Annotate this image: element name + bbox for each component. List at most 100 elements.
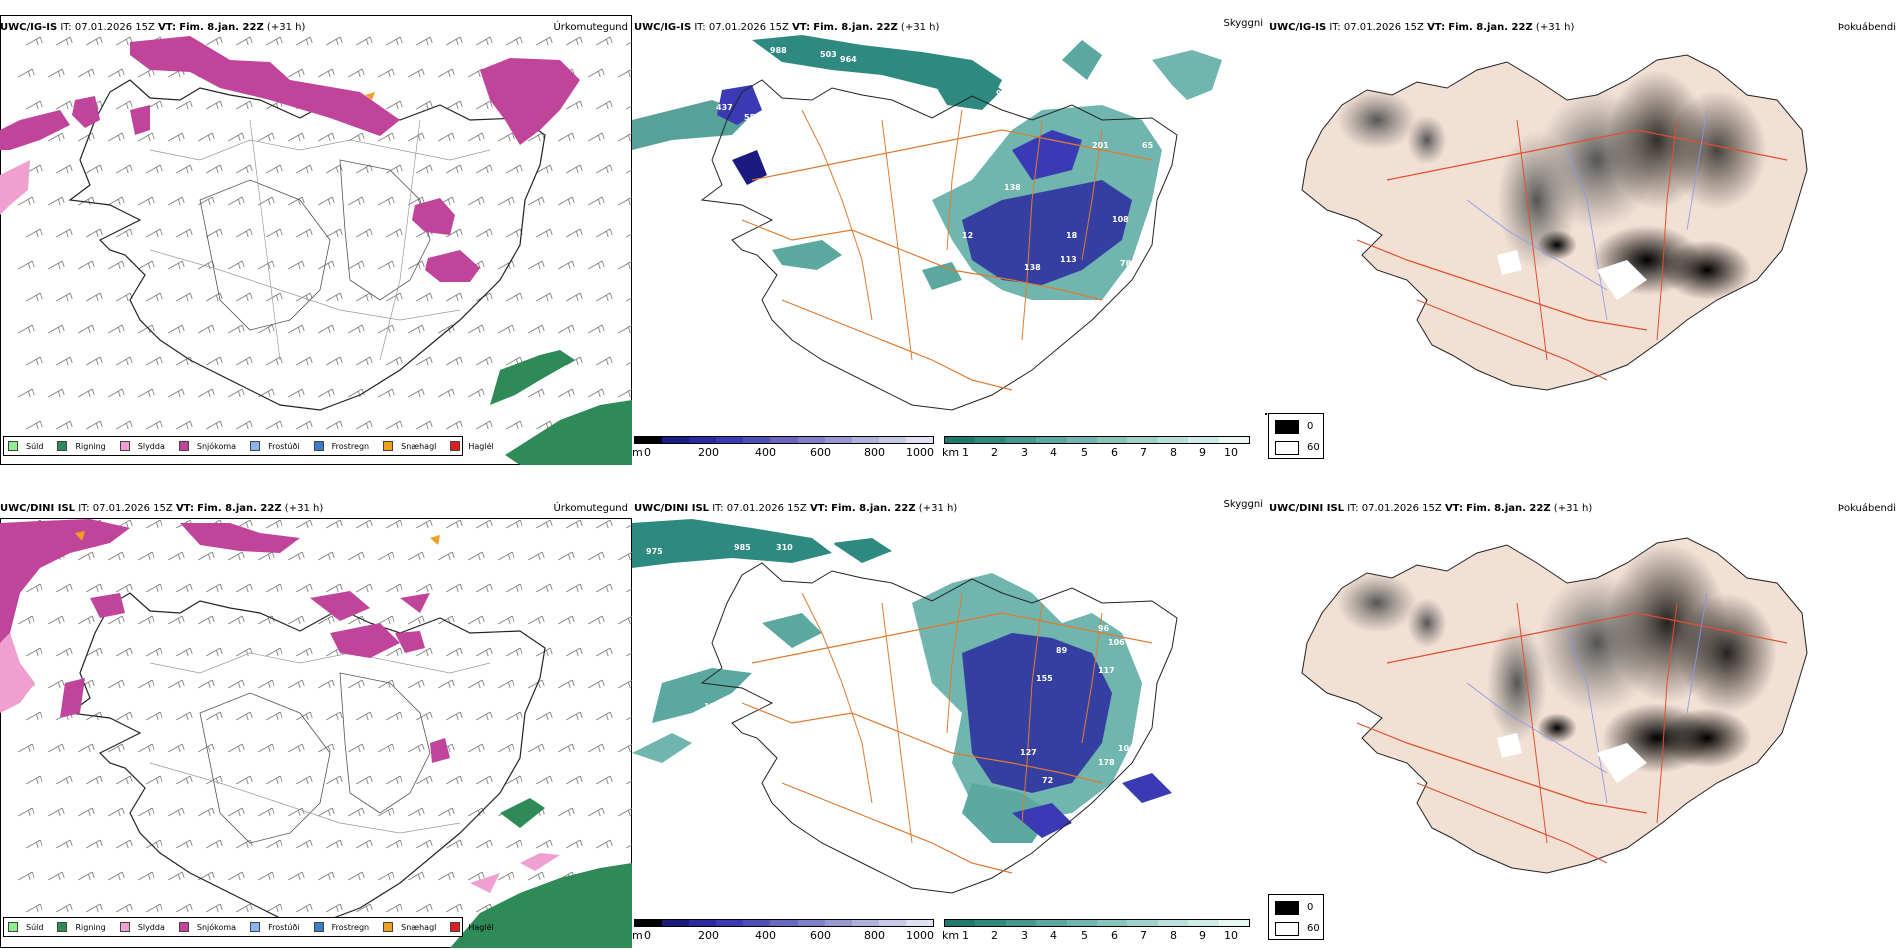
wind-barb: [288, 679, 305, 689]
wind-barb: [108, 743, 125, 753]
wind-barb: [618, 196, 632, 206]
wind-barb: [468, 679, 485, 689]
it-value: 07.01.2026 15Z: [726, 503, 807, 514]
wind-barb: [476, 100, 493, 110]
ceiling-tick: 800: [864, 446, 885, 459]
fog-swatch-white: [1275, 922, 1299, 936]
wind-barb: [438, 615, 455, 625]
wind-barb: [506, 711, 523, 721]
wind-barb: [386, 100, 403, 110]
wind-barb: [108, 551, 125, 561]
wind-barb: [566, 100, 583, 110]
visibility-tick: 2: [991, 446, 998, 459]
wind-barb: [138, 615, 155, 625]
wind-barb: [146, 356, 163, 366]
wind-barb: [288, 132, 305, 142]
ceiling-tick: 200: [698, 929, 719, 942]
wind-barb: [438, 551, 455, 561]
cloud-label: 503: [820, 50, 837, 59]
wind-barb: [18, 196, 35, 206]
wind-barb: [356, 519, 373, 529]
wind-barb: [168, 615, 185, 625]
legend-swatch: [383, 441, 394, 451]
lead-time: (+31 h): [284, 503, 324, 514]
wind-barb: [48, 132, 65, 142]
wind-barb: [176, 647, 193, 657]
wind-barb: [356, 292, 373, 302]
ceiling-unit: m: [632, 929, 643, 942]
wind-barb: [318, 871, 335, 881]
fog-indicator-panel-top: UWC/IG-IS IT: 07.01.2026 15Z VT: Fim. 8.…: [1267, 0, 1900, 410]
wind-barb: [468, 196, 485, 206]
fog-indicator-panel-bottom: UWC/DINI ISL IT: 07.01.2026 15Z VT: Fim.…: [1267, 483, 1900, 888]
it-label: IT:: [1347, 503, 1359, 514]
colorbar-swatch: [635, 437, 663, 443]
wind-barb: [348, 132, 365, 142]
wind-barb: [558, 260, 575, 270]
colorbar-swatch: [975, 920, 1006, 926]
wind-barb: [588, 679, 605, 689]
legend-swatch: [313, 922, 324, 932]
wind-barb: [626, 105, 632, 110]
wind-barb: [228, 807, 245, 817]
wind-barb: [506, 647, 523, 657]
wind-barb: [566, 839, 583, 849]
legend-swatch: [313, 441, 324, 451]
wind-barb: [416, 647, 433, 657]
colorbar-swatch: [1036, 920, 1067, 926]
cloud-label: 138: [1004, 183, 1021, 192]
wind-barb: [588, 807, 605, 817]
wind-barb: [296, 839, 313, 849]
wind-barb: [266, 839, 283, 849]
precip-type-legend: Súld Rigning Slydda Snjókoma Frostúði Fr…: [3, 436, 494, 456]
colorbar-swatch: [878, 920, 906, 926]
wind-barb: [528, 615, 545, 625]
wind-barb: [168, 132, 185, 142]
wind-barb: [138, 807, 155, 817]
wind-barb: [468, 324, 485, 334]
colorbar-swatch: [1036, 437, 1067, 443]
fog-swatch-black: [1275, 420, 1299, 434]
wind-barb: [386, 519, 403, 529]
wind-barb: [116, 36, 133, 46]
wind-barb: [168, 388, 185, 398]
legend-item-snjokoma: Snjókoma: [178, 922, 236, 932]
wind-barb: [416, 100, 433, 110]
wind-barb: [326, 839, 343, 849]
wind-barb: [18, 871, 35, 881]
legend-item-frostudi: Frostúði: [250, 441, 300, 451]
wind-barb: [176, 903, 193, 913]
wind-barb: [528, 260, 545, 270]
wind-barb: [86, 36, 103, 46]
wind-barb: [108, 68, 125, 78]
wind-barb: [266, 420, 283, 430]
lead-time: (+31 h): [918, 503, 958, 514]
colorbar-swatch: [851, 920, 879, 926]
cloud-label: 78: [1120, 259, 1132, 268]
run-info-header: UWC/IG-IS IT: 07.01.2026 15Z VT: Fim. 8.…: [1269, 22, 1574, 34]
wind-barb: [386, 356, 403, 366]
wind-barb: [326, 356, 343, 366]
legend-swatch: [8, 441, 18, 451]
panel-title: Þokuábendi: [1837, 22, 1896, 33]
wind-barb: [356, 903, 373, 913]
wind-barb: [566, 519, 583, 529]
legend-label: Frostregn: [331, 441, 370, 451]
wind-barb: [288, 196, 305, 206]
wind-barb: [408, 260, 425, 270]
cloud-label: 988: [770, 46, 787, 55]
wind-barb: [146, 839, 163, 849]
wind-barb: [528, 871, 545, 881]
wind-barb: [378, 871, 395, 881]
wind-barb: [558, 196, 575, 206]
wind-barb: [348, 388, 365, 398]
wind-barb: [506, 775, 523, 785]
cloud-label: 975: [646, 547, 663, 556]
colorbar-swatch: [1097, 920, 1128, 926]
wind-barb: [86, 420, 103, 430]
wind-barb: [596, 583, 613, 593]
cloud-label: 997: [996, 89, 1013, 98]
wind-barb: [408, 388, 425, 398]
wind-barb: [408, 871, 425, 881]
cloud-label: 108: [1112, 215, 1129, 224]
